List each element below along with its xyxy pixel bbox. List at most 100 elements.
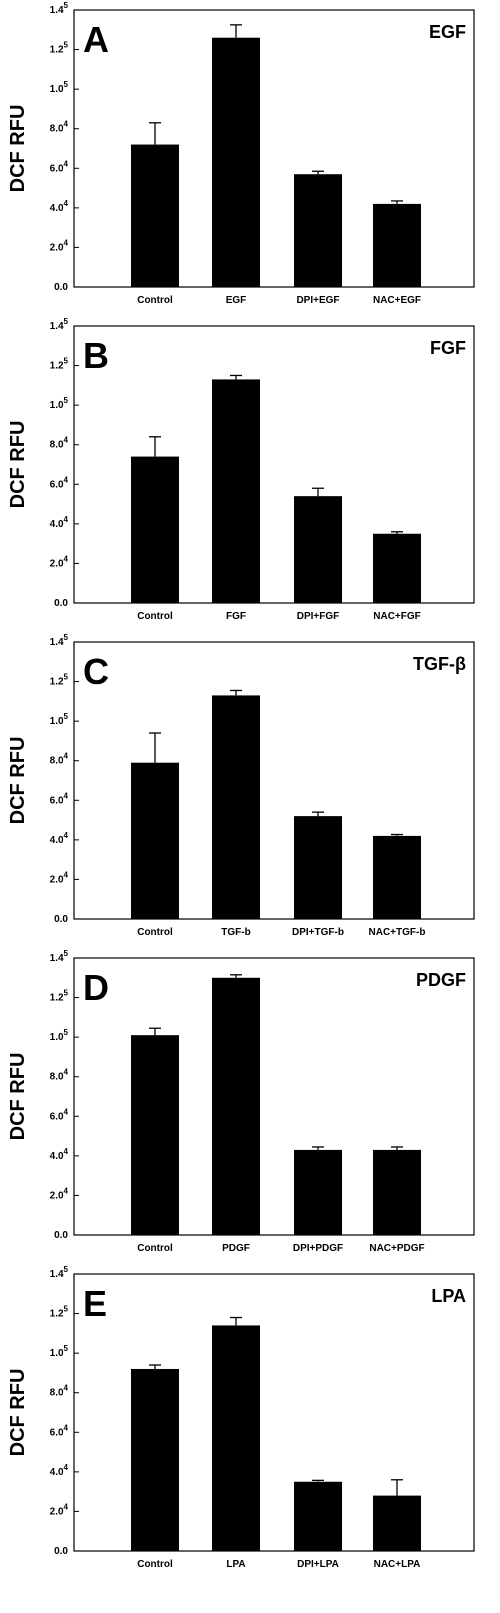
y-tick-label: 1.05 [50, 80, 69, 95]
y-tick-label: 8.04 [50, 120, 69, 135]
y-tick-base: 1.2 [50, 361, 64, 372]
plot-frame [73, 641, 475, 920]
y-tick-exponent: 5 [64, 396, 69, 405]
plot-frame [73, 957, 475, 1236]
y-tick-base: 1.2 [50, 45, 64, 56]
y-tick-exponent: 5 [64, 317, 69, 326]
y-tick-label: 0.0 [54, 1230, 68, 1241]
bar [131, 144, 179, 287]
bar [131, 1368, 179, 1551]
bar [212, 695, 260, 919]
y-tick-label: 1.25 [50, 41, 69, 56]
x-tick-label: Control [137, 295, 173, 306]
y-tick-exponent: 4 [64, 199, 69, 208]
x-tick-label: NAC+PDGF [369, 1243, 424, 1254]
y-tick-label: 8.04 [50, 1384, 69, 1399]
y-tick-base: 1.0 [50, 716, 64, 727]
panel-letter: B [83, 335, 109, 376]
y-tick-base: 1.0 [50, 400, 64, 411]
y-tick-exponent: 4 [64, 831, 69, 840]
y-tick-base: 8.0 [50, 1072, 64, 1083]
x-tick-label: DPI+EGF [296, 295, 339, 306]
y-tick-base: 6.0 [50, 479, 64, 490]
bar [131, 456, 179, 603]
y-tick-base: 4.0 [50, 835, 64, 846]
y-tick-base: 0.0 [54, 1546, 68, 1557]
y-tick-label: 2.04 [50, 238, 69, 253]
y-tick-base: 1.0 [50, 1032, 64, 1043]
y-tick-base: 8.0 [50, 440, 64, 451]
y-tick-label: 8.04 [50, 1068, 69, 1083]
y-tick-base: 0.0 [54, 282, 68, 293]
x-tick-label: NAC+TGF-b [369, 927, 426, 938]
y-tick-base: 1.4 [50, 321, 64, 332]
y-tick-base: 1.4 [50, 1269, 64, 1280]
bar [373, 203, 421, 287]
x-tick-label: DPI+FGF [297, 611, 340, 622]
y-tick-base: 8.0 [50, 1388, 64, 1399]
y-tick-base: 2.0 [50, 1506, 64, 1517]
y-tick-label: 1.25 [50, 357, 69, 372]
y-tick-base: 2.0 [50, 874, 64, 885]
y-tick-label: 0.0 [54, 598, 68, 609]
y-tick-exponent: 4 [64, 752, 69, 761]
y-tick-base: 1.0 [50, 1348, 64, 1359]
y-tick-label: 0.0 [54, 282, 68, 293]
y-tick-label: 1.25 [50, 989, 69, 1004]
y-tick-base: 1.4 [50, 637, 64, 648]
plot-frame [73, 325, 475, 604]
y-tick-label: 0.0 [54, 1546, 68, 1557]
bar [212, 977, 260, 1235]
y-tick-exponent: 4 [64, 515, 69, 524]
x-tick-label: Control [137, 927, 173, 938]
y-tick-base: 6.0 [50, 1427, 64, 1438]
bar [294, 1149, 342, 1235]
y-tick-base: 2.0 [50, 1190, 64, 1201]
y-axis-label: DCF RFU [7, 421, 29, 509]
panel-letter: E [83, 1283, 107, 1324]
y-tick-base: 6.0 [50, 163, 64, 174]
y-tick-base: 4.0 [50, 1151, 64, 1162]
x-tick-label: Control [137, 1243, 173, 1254]
bar [373, 533, 421, 603]
y-tick-base: 0.0 [54, 598, 68, 609]
y-tick-label: 1.25 [50, 1305, 69, 1320]
y-tick-base: 4.0 [50, 1467, 64, 1478]
y-tick-base: 6.0 [50, 1111, 64, 1122]
bar [373, 1495, 421, 1551]
y-tick-base: 2.0 [50, 558, 64, 569]
y-tick-label: 2.04 [50, 1186, 69, 1201]
y-tick-base: 4.0 [50, 203, 64, 214]
y-tick-base: 1.0 [50, 84, 64, 95]
bar [294, 174, 342, 287]
bar [294, 816, 342, 919]
y-tick-exponent: 5 [64, 673, 69, 682]
y-tick-exponent: 5 [64, 1028, 69, 1037]
y-tick-exponent: 4 [64, 1147, 69, 1156]
y-tick-exponent: 5 [64, 1305, 69, 1314]
x-tick-label: DPI+LPA [297, 1559, 339, 1570]
y-tick-exponent: 5 [64, 1344, 69, 1353]
y-tick-base: 2.0 [50, 242, 64, 253]
y-tick-exponent: 4 [64, 159, 69, 168]
bar [373, 835, 421, 919]
y-tick-label: 4.04 [50, 1463, 69, 1478]
bar [212, 1325, 260, 1551]
panel-title: FGF [430, 338, 466, 358]
y-tick-label: 1.45 [50, 1, 69, 16]
y-axis-label: DCF RFU [7, 1053, 29, 1141]
x-tick-label: Control [137, 1559, 173, 1570]
y-tick-label: 1.05 [50, 1344, 69, 1359]
y-tick-exponent: 5 [64, 357, 69, 366]
y-tick-base: 0.0 [54, 914, 68, 925]
x-tick-label: NAC+EGF [373, 295, 421, 306]
y-tick-label: 6.04 [50, 791, 69, 806]
y-tick-exponent: 4 [64, 475, 69, 484]
x-tick-label: DPI+PDGF [293, 1243, 343, 1254]
y-tick-label: 6.04 [50, 1107, 69, 1122]
y-tick-label: 6.04 [50, 159, 69, 174]
